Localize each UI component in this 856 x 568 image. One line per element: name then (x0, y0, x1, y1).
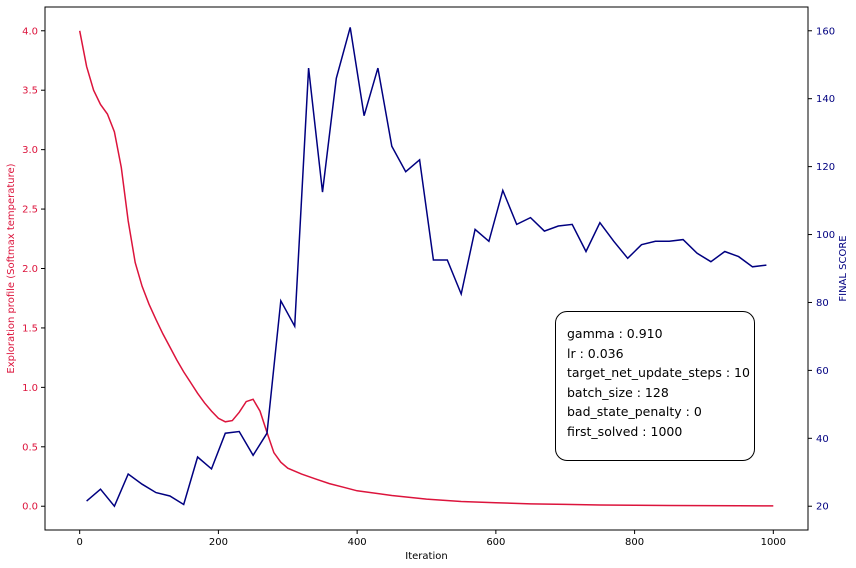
y-axis-left-label: Exploration profile (Softmax temperature… (6, 163, 17, 373)
y-left-tick-label: 4.0 (22, 26, 38, 37)
series-line-temperature (78, 30, 774, 507)
y-axis-right-label: FINAL SCORE (838, 235, 849, 301)
annotation-gamma: gamma : 0.910 (567, 326, 663, 341)
y-right-tick-label: 100 (816, 230, 835, 241)
y-right-tick-label: 160 (816, 26, 835, 37)
x-axis-label: Iteration (405, 551, 447, 562)
y-right-tick-label: 140 (816, 94, 835, 105)
y-right-tick-label: 20 (816, 502, 829, 513)
y-left-tick-label: 1.5 (22, 323, 38, 334)
y-left-tick-label: 3.0 (22, 145, 38, 156)
x-tick-label: 1000 (761, 537, 786, 548)
y-left-tick-label: 2.0 (22, 264, 38, 275)
y-left-tick-label: 2.5 (22, 205, 38, 216)
hyperparameter-annotation-box: gamma : 0.910 lr : 0.036 target_net_upda… (555, 311, 755, 461)
y-left-tick-label: 0.0 (22, 502, 38, 513)
annotation-first-solved: first_solved : 1000 (567, 423, 683, 439)
x-tick-label: 600 (486, 537, 505, 548)
y-right-tick-label: 80 (816, 298, 829, 309)
y-right-tick-label: 40 (816, 434, 829, 445)
x-tick-label: 400 (348, 537, 367, 548)
y-right-tick-label: 60 (816, 366, 829, 377)
y-left-tick-label: 3.5 (22, 86, 38, 97)
y-left-tick-label: 0.5 (22, 442, 38, 453)
annotation-lr: lr : 0.036 (567, 345, 624, 361)
x-tick-label: 200 (209, 537, 228, 548)
series-line-final-score (86, 27, 767, 508)
annotation-target-net-update-steps: target_net_update_steps : 10 (567, 365, 750, 380)
x-tick-label: 800 (625, 537, 644, 548)
y-right-tick-label: 120 (816, 162, 835, 173)
annotation-bad-state-penalty: bad_state_penalty : 0 (567, 404, 702, 419)
x-tick-label: 0 (76, 537, 82, 548)
annotation-batch-size: batch_size : 128 (567, 384, 669, 400)
y-left-tick-label: 1.0 (22, 383, 38, 394)
